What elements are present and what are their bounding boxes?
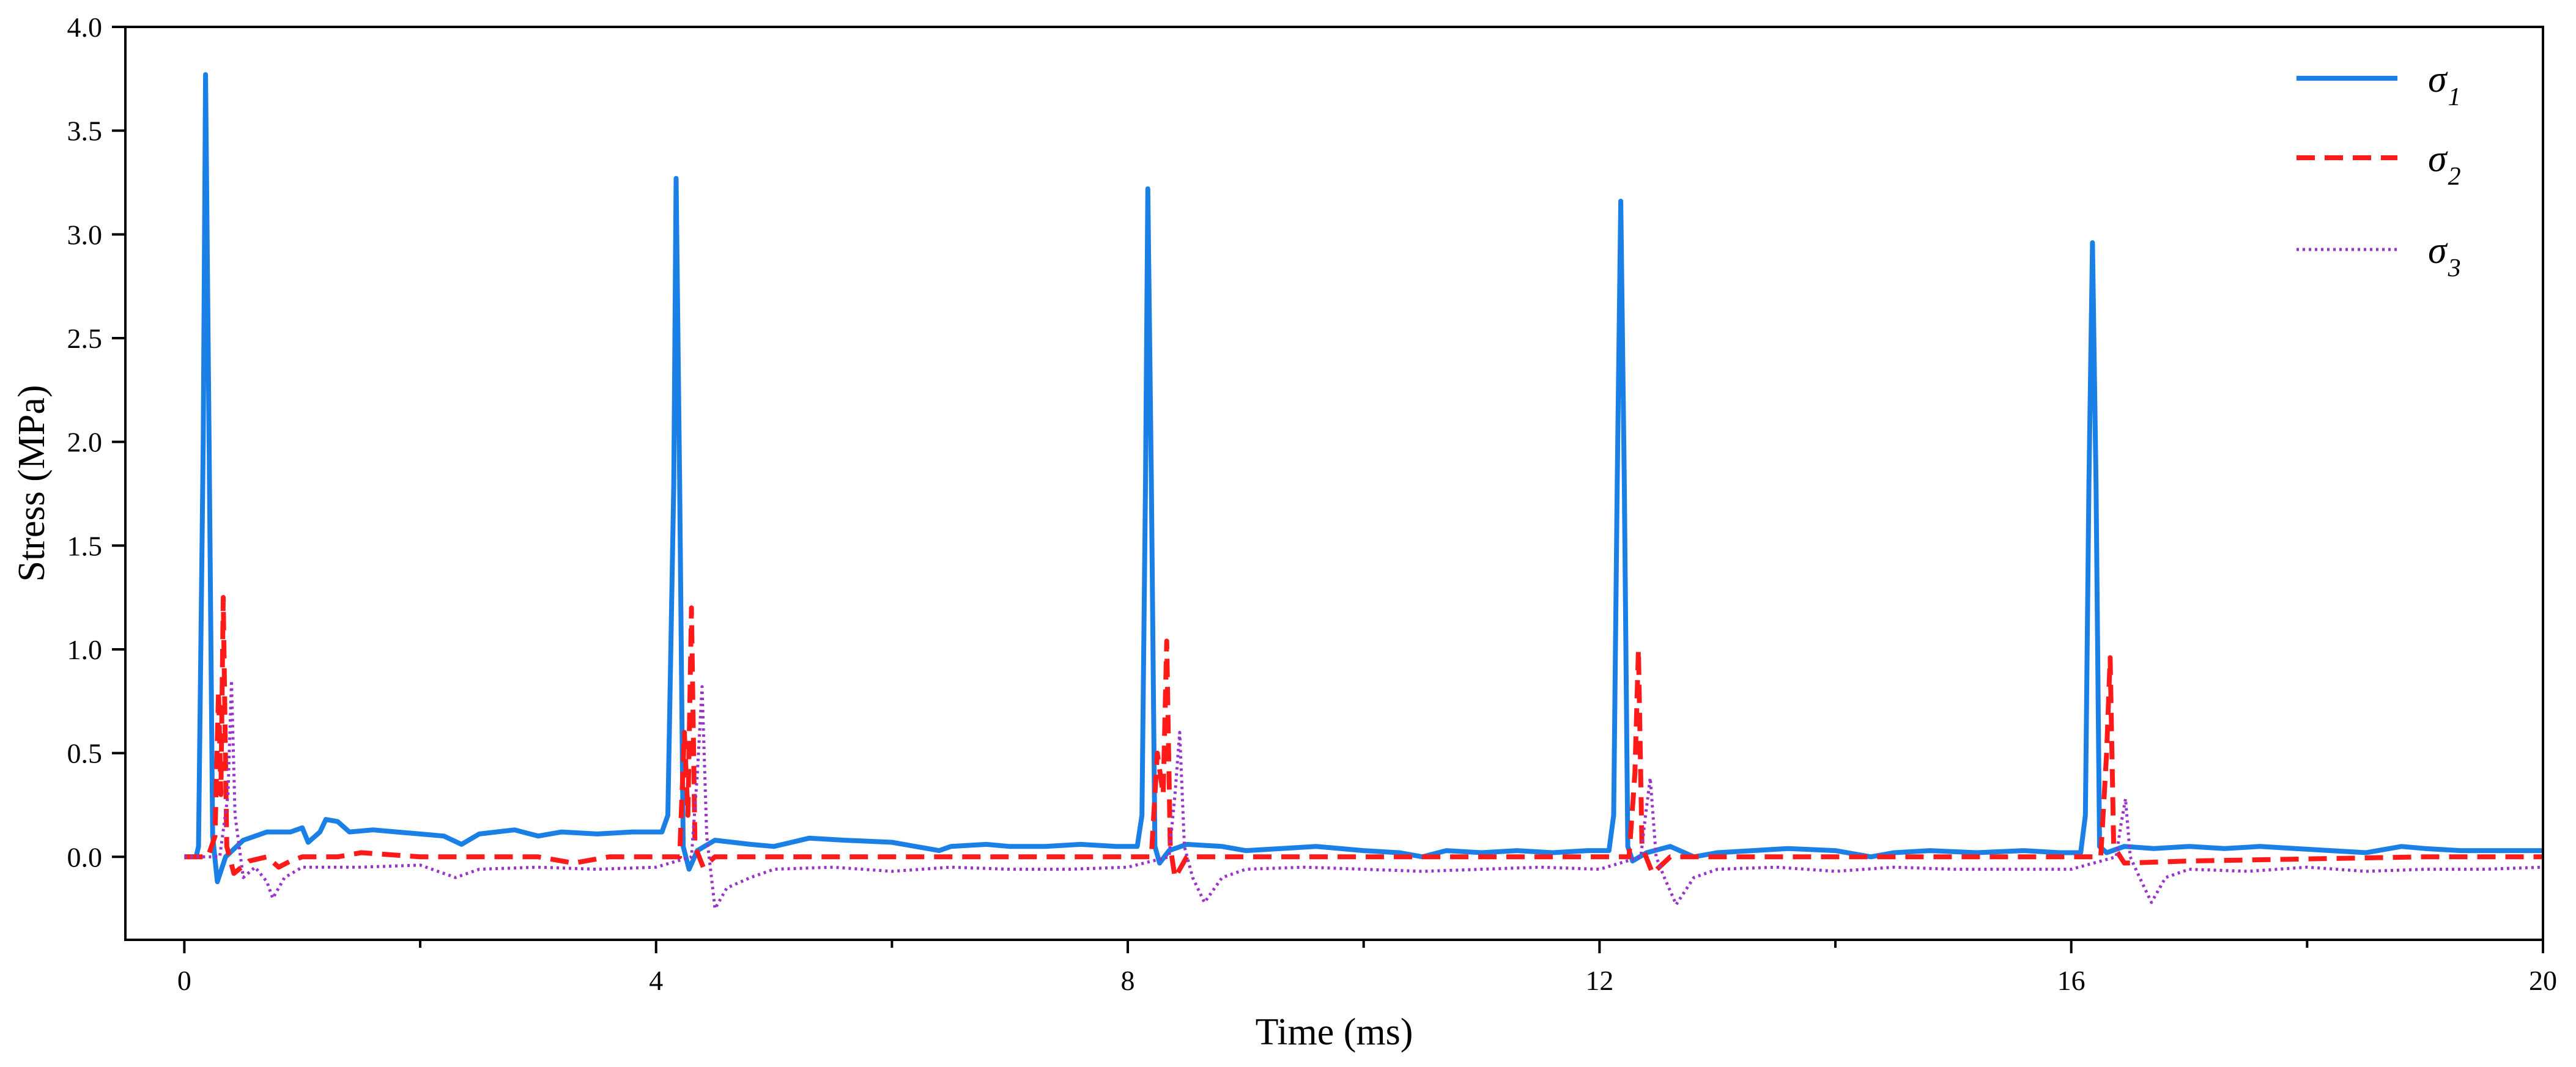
y-tick-label: 1.5 bbox=[67, 530, 103, 561]
y-tick-label: 0.5 bbox=[67, 738, 103, 769]
legend-label-sigma-2: σ2 bbox=[2428, 138, 2461, 191]
x-tick-label: 4 bbox=[649, 965, 663, 996]
legend-label-sigma-1: σ1 bbox=[2428, 59, 2461, 111]
y-tick-label: 2.5 bbox=[67, 323, 103, 354]
legend-label-sigma-3: σ3 bbox=[2428, 230, 2461, 282]
x-tick-label: 8 bbox=[1121, 965, 1135, 996]
y-tick-label: 4.0 bbox=[67, 12, 103, 43]
series-layer bbox=[184, 72, 2544, 910]
x-tick-label: 20 bbox=[2529, 965, 2557, 996]
x-tick-label: 12 bbox=[1585, 965, 1613, 996]
y-tick-label: 3.0 bbox=[67, 219, 103, 250]
legend: σ1 σ2 σ3 bbox=[2297, 59, 2461, 282]
x-tick-label: 0 bbox=[177, 965, 191, 996]
ticks-layer: 0 4 8 12 16 20 0.0 0.5 1.0 1.5 2.0 2.5 3.0 3.5 4.0 bbox=[67, 12, 2558, 996]
y-tick-label: 0.0 bbox=[67, 841, 103, 873]
y-tick-label: 1.0 bbox=[67, 634, 103, 665]
y-tick-label: 2.0 bbox=[67, 427, 103, 458]
x-tick-label: 16 bbox=[2057, 965, 2086, 996]
y-tick-label: 3.5 bbox=[67, 116, 103, 147]
plot-frame bbox=[124, 26, 2544, 941]
x-axis-title: Time (ms) bbox=[1256, 1011, 1413, 1053]
series-line-sigma-3 bbox=[184, 679, 2544, 910]
series-line-sigma-1 bbox=[184, 72, 2543, 884]
y-axis-title: Stress (MPa) bbox=[11, 385, 53, 581]
series-line-sigma-2 bbox=[184, 595, 2543, 881]
